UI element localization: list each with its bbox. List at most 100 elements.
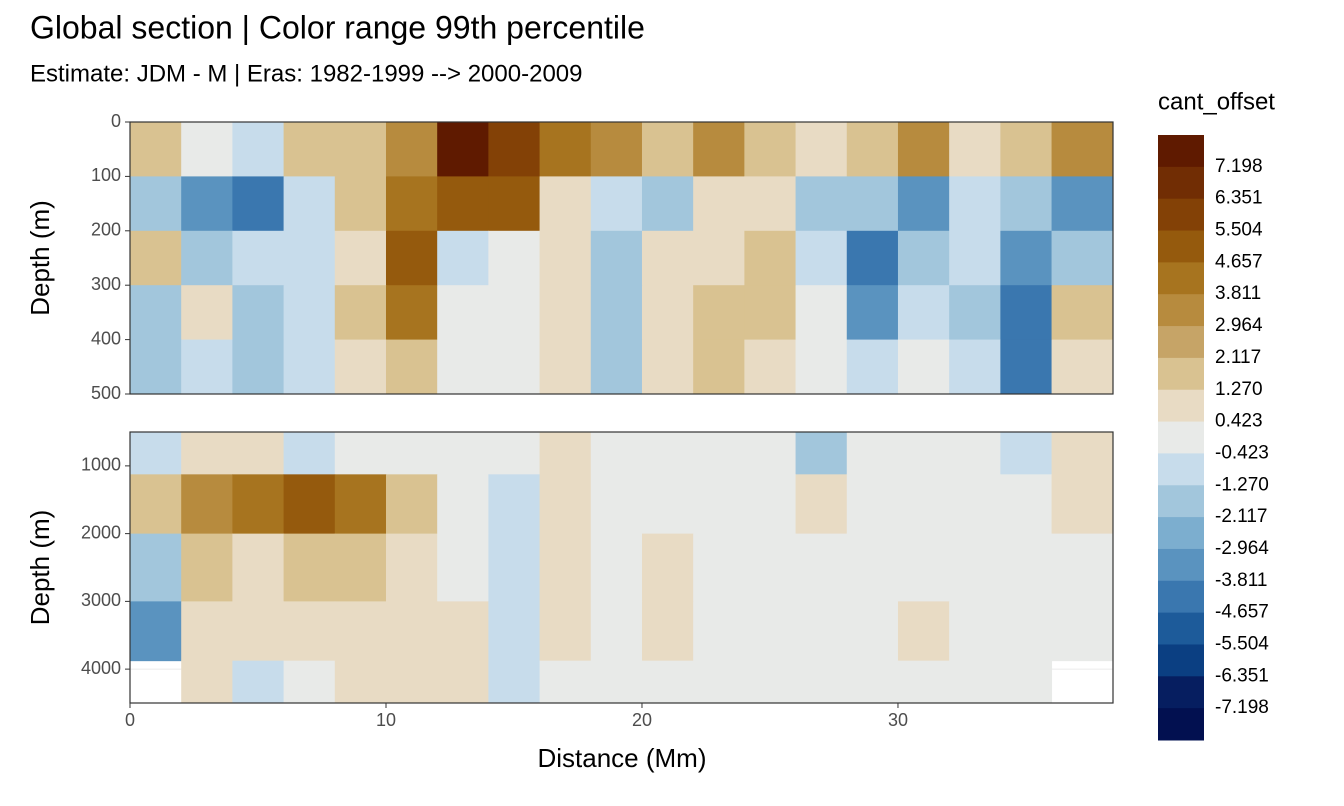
x-tick-label: 30 — [888, 710, 908, 730]
legend-swatch — [1158, 708, 1204, 741]
legend-swatch — [1158, 326, 1204, 359]
contour-cell — [641, 533, 694, 602]
contour-cell — [232, 285, 285, 341]
contour-cell — [130, 601, 182, 662]
contour-cell — [1000, 230, 1053, 286]
contour-cell — [949, 533, 1001, 602]
contour-cell — [334, 230, 387, 286]
contour-cell — [590, 533, 643, 602]
legend-label: -3.811 — [1215, 570, 1267, 591]
legend-swatch — [1158, 453, 1204, 486]
contour-cell — [437, 339, 489, 395]
contour-cell — [283, 285, 336, 341]
contour-cell — [693, 122, 745, 177]
contour-cell — [949, 122, 1001, 177]
contour-cell — [539, 601, 592, 662]
contour-cell — [897, 660, 950, 704]
contour-cell — [181, 474, 233, 535]
contour-cell — [181, 230, 233, 286]
y-tick-label: 1000 — [81, 455, 121, 475]
contour-cell — [181, 285, 233, 341]
contour-cell — [641, 601, 694, 662]
contour-cell — [488, 660, 541, 704]
contour-cell — [181, 432, 233, 475]
contour-cell — [744, 432, 797, 475]
contour-cell — [795, 230, 848, 286]
legend-swatch — [1158, 262, 1204, 295]
contour-cell — [744, 122, 797, 177]
contour-cell — [539, 660, 592, 704]
contour-cell — [539, 432, 592, 475]
contour-cell — [641, 339, 694, 395]
contour-cell — [334, 533, 387, 602]
legend-label: -1.270 — [1215, 474, 1269, 495]
contour-cell — [488, 601, 541, 662]
legend-swatch — [1158, 676, 1204, 709]
y-tick-label: 4000 — [81, 658, 121, 678]
legend-swatch — [1158, 421, 1204, 454]
contour-cell — [744, 176, 797, 232]
contour-cell — [232, 176, 285, 232]
contour-cell — [744, 474, 797, 535]
x-tick-label: 10 — [376, 710, 396, 730]
contour-cell — [795, 660, 848, 704]
y-tick-label: 200 — [91, 220, 121, 240]
contour-cell — [130, 230, 182, 286]
legend-label: 2.117 — [1215, 347, 1261, 368]
contour-cell — [385, 122, 438, 177]
legend-swatch — [1158, 294, 1204, 327]
y-tick-label: 0 — [111, 111, 121, 131]
chart-subtitle: Estimate: JDM - M | Eras: 1982-1999 --> … — [30, 60, 582, 87]
contour-cell — [693, 230, 745, 286]
panel-border — [129, 431, 1114, 704]
legend-title: cant_offset — [1158, 88, 1275, 115]
contour-cell — [488, 339, 541, 395]
legend-label: 1.270 — [1215, 379, 1263, 400]
contour-cell — [232, 474, 285, 535]
contour-cell — [693, 285, 745, 341]
contour-cell — [693, 660, 745, 704]
contour-cell — [488, 474, 541, 535]
contour-cell — [897, 176, 950, 232]
contour-cell — [897, 601, 950, 662]
contour-cell — [334, 285, 387, 341]
contour-cell — [1051, 474, 1114, 535]
contour-cell — [385, 601, 438, 662]
contour-cell — [949, 474, 1001, 535]
contour-cell — [846, 339, 899, 395]
contour-cell — [283, 533, 336, 602]
contour-cell — [1000, 122, 1053, 177]
contour-cell — [385, 230, 438, 286]
contour-cell — [1051, 339, 1114, 395]
contour-cell — [1000, 432, 1053, 475]
contour-cell — [897, 474, 950, 535]
contour-cell — [130, 122, 182, 177]
y-tick-label: 300 — [91, 274, 121, 294]
contour-cell — [437, 285, 489, 341]
contour-cell — [795, 474, 848, 535]
contour-cell — [437, 533, 489, 602]
contour-cell — [693, 339, 745, 395]
contour-cell — [590, 432, 643, 475]
contour-cell — [232, 230, 285, 286]
contour-cell — [181, 339, 233, 395]
contour-cell — [437, 474, 489, 535]
contour-cell — [283, 176, 336, 232]
contour-cell — [130, 339, 182, 395]
contour-cell — [385, 432, 438, 475]
contour-cell — [949, 176, 1001, 232]
contour-cell — [590, 339, 643, 395]
contour-cell — [897, 230, 950, 286]
contour-cell — [1000, 601, 1053, 662]
contour-cell — [949, 339, 1001, 395]
contour-cell — [590, 474, 643, 535]
legend-label: -5.504 — [1215, 633, 1269, 654]
contour-cell — [437, 601, 489, 662]
contour-cell — [795, 176, 848, 232]
contour-cell — [795, 601, 848, 662]
legend-swatch — [1158, 198, 1204, 232]
contour-cell — [385, 285, 438, 341]
contour-cell — [949, 601, 1001, 662]
contour-cell — [795, 285, 848, 341]
